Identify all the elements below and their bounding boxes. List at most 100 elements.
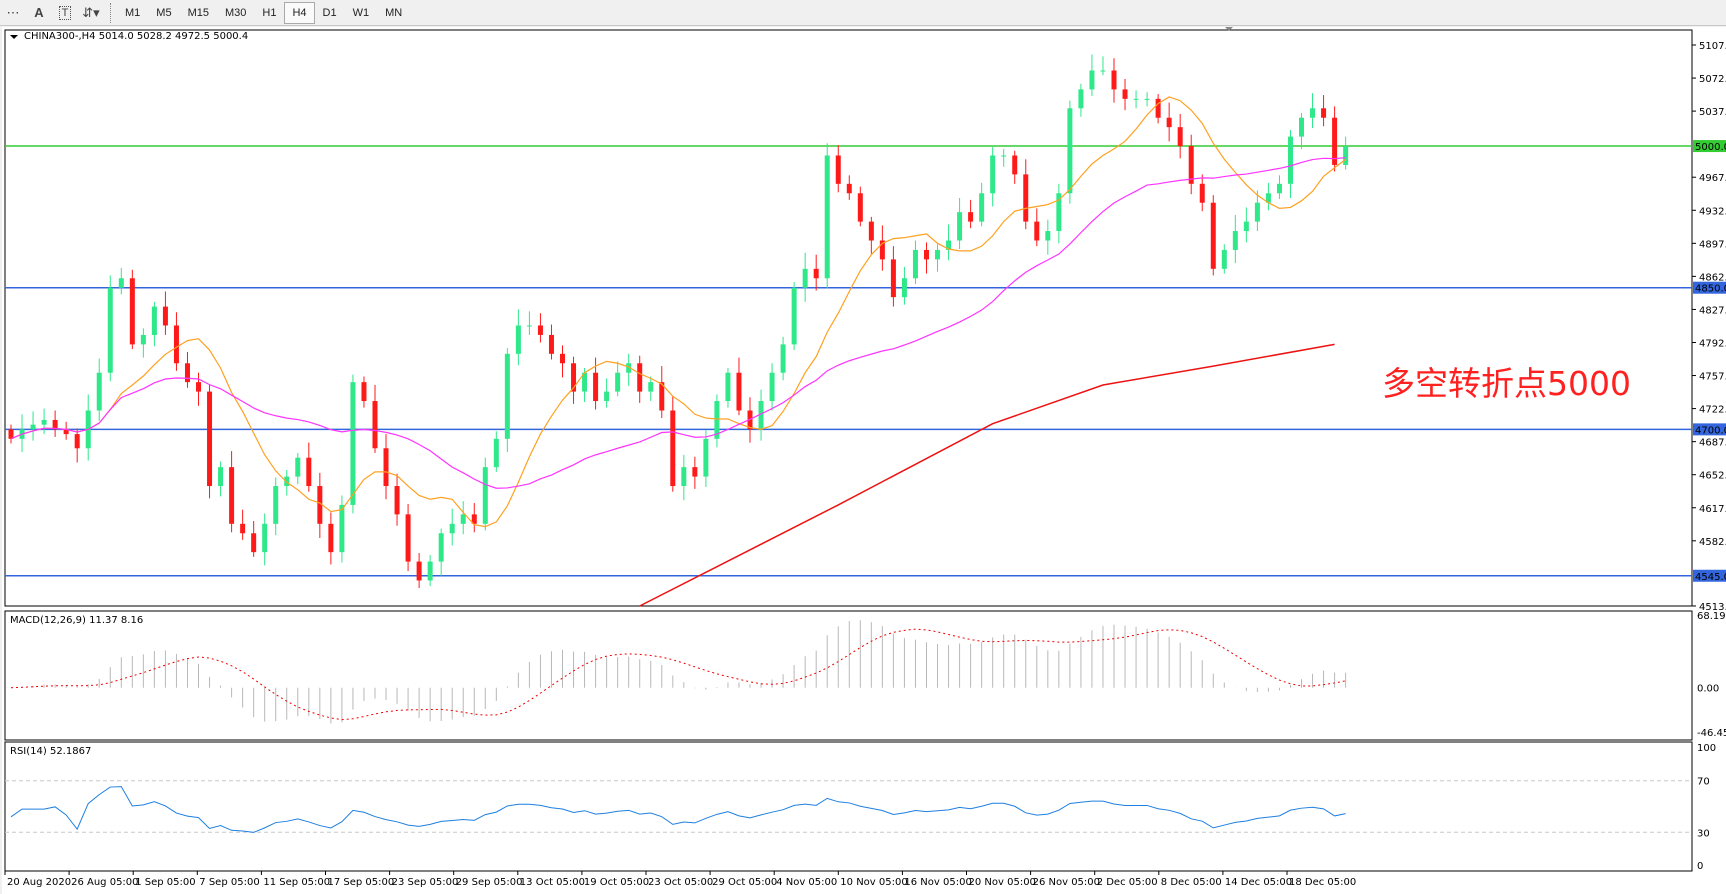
- candle-body: [890, 259, 896, 298]
- grid-icon[interactable]: ⋯: [6, 4, 20, 20]
- rsi-tick-label: 30: [1697, 828, 1710, 839]
- price-tick-label: 5037.0: [1699, 107, 1726, 118]
- candle-body: [1243, 221, 1249, 232]
- date-label: 10 Nov 05:00: [840, 877, 907, 888]
- chart-canvas[interactable]: 5107.0 5072.0 5037.0 4967.0 4932.0 4897.0 4862…: [2, 27, 1726, 894]
- timeframe-mn[interactable]: MN: [385, 6, 403, 19]
- candle-body: [537, 325, 543, 335]
- toolbar: ⋯ A T ⇵▾ M1 M5 M15 M30 H1 H4 D1 W1 MN: [0, 0, 1726, 26]
- candle-body: [526, 325, 532, 327]
- price-tick-label: 4687.0: [1699, 438, 1726, 449]
- candle-body: [504, 353, 510, 439]
- macd-panel: [4, 610, 1693, 741]
- candle-body: [946, 240, 952, 250]
- candle-body: [383, 448, 389, 487]
- candle-body: [868, 221, 874, 241]
- candle-body: [306, 457, 312, 487]
- date-label: 4 Nov 05:00: [776, 877, 837, 888]
- candle-body: [515, 325, 521, 354]
- candle-body: [571, 363, 577, 392]
- candle-body: [273, 486, 279, 524]
- candle-body: [1221, 249, 1227, 269]
- timeframe-h4[interactable]: H4: [284, 1, 315, 24]
- candle-body: [405, 514, 411, 562]
- candle-body: [780, 344, 786, 373]
- candle-body: [935, 249, 941, 260]
- text-icon[interactable]: A: [34, 5, 44, 20]
- date-label: 11 Sep 05:00: [263, 877, 330, 888]
- candle-body: [196, 382, 202, 392]
- level-price-label: 4700.0: [1695, 425, 1726, 436]
- candle-body: [151, 306, 157, 335]
- rsi-tick-label: 0: [1697, 861, 1703, 872]
- candle-body: [835, 155, 841, 184]
- price-panel: [4, 29, 1693, 607]
- candle-body: [295, 457, 301, 477]
- candle-body: [1299, 117, 1305, 137]
- candle-body: [107, 287, 113, 373]
- date-label: 19 Oct 05:00: [584, 877, 649, 888]
- candle-body: [460, 514, 466, 524]
- candle-body: [30, 424, 36, 430]
- macd-tick-label: -46.45: [1697, 728, 1726, 739]
- price-tick-label: 4722.0: [1699, 405, 1726, 416]
- date-label: 20 Aug 2020: [7, 877, 71, 888]
- arrows-icon[interactable]: ⇵▾: [82, 4, 100, 20]
- candle-body: [593, 372, 599, 402]
- candle-body: [1122, 89, 1128, 99]
- candle-body: [604, 391, 610, 402]
- candle-body: [328, 523, 334, 553]
- candle-body: [879, 240, 885, 260]
- candle-body: [615, 372, 621, 392]
- candle-body: [1310, 108, 1316, 118]
- candle-body: [1045, 231, 1051, 241]
- date-label: 1 Sep 05:00: [135, 877, 195, 888]
- candle-body: [284, 476, 290, 487]
- candle-body: [725, 372, 731, 402]
- level-price-label: 4545.0: [1695, 572, 1726, 583]
- candle-body: [140, 334, 146, 345]
- candle-body: [240, 523, 246, 534]
- timeframe-m15[interactable]: M15: [187, 6, 209, 19]
- chart-window[interactable]: 5107.0 5072.0 5037.0 4967.0 4932.0 4897.0 4862…: [2, 27, 1726, 894]
- ma-mid-line: [10, 157, 1346, 489]
- macd-signal-line: [10, 628, 1346, 721]
- candle-body: [990, 155, 996, 194]
- rsi-tick-label: 100: [1697, 743, 1716, 754]
- timeframe-m5[interactable]: M5: [156, 6, 172, 19]
- timeframe-m1[interactable]: M1: [125, 6, 141, 19]
- date-label: 2 Dec 05:00: [1097, 877, 1158, 888]
- date-label: 13 Oct 05:00: [520, 877, 585, 888]
- date-label: 18 Dec 05:00: [1289, 877, 1356, 888]
- timeframe-h1[interactable]: H1: [262, 6, 277, 19]
- level-price-tag: [1693, 140, 1726, 153]
- timeframe-w1[interactable]: W1: [352, 6, 370, 19]
- price-tick-label: 4827.0: [1699, 305, 1726, 316]
- candle-body: [1133, 98, 1139, 100]
- price-tick-label: 4967.0: [1699, 173, 1726, 184]
- candle-body: [714, 401, 720, 439]
- price-tick-label: 4897.0: [1699, 239, 1726, 250]
- candle-body: [1254, 202, 1260, 222]
- candle-body: [769, 372, 775, 402]
- candle-body: [791, 287, 797, 345]
- text-label-icon[interactable]: T: [52, 2, 78, 24]
- candle-body: [207, 391, 213, 487]
- date-label: 23 Sep 05:00: [392, 877, 459, 888]
- ma-slow-line: [639, 343, 1335, 607]
- candle-body: [394, 486, 400, 515]
- candle-body: [813, 268, 819, 279]
- timeframe-d1[interactable]: D1: [322, 6, 337, 19]
- candle-body: [1056, 193, 1062, 232]
- date-label: 26 Nov 05:00: [1033, 877, 1100, 888]
- candle-body: [262, 523, 268, 553]
- level-price-tag: [1693, 569, 1726, 582]
- timeframe-m30[interactable]: M30: [224, 6, 247, 19]
- candle-body: [648, 382, 654, 392]
- macd-label: MACD(12,26,9) 11.37 8.16: [10, 615, 143, 626]
- candle-body: [493, 438, 499, 468]
- date-label: 16 Nov 05:00: [904, 877, 971, 888]
- candle-body: [339, 504, 345, 553]
- candle-body: [957, 212, 963, 241]
- candle-body: [372, 401, 378, 449]
